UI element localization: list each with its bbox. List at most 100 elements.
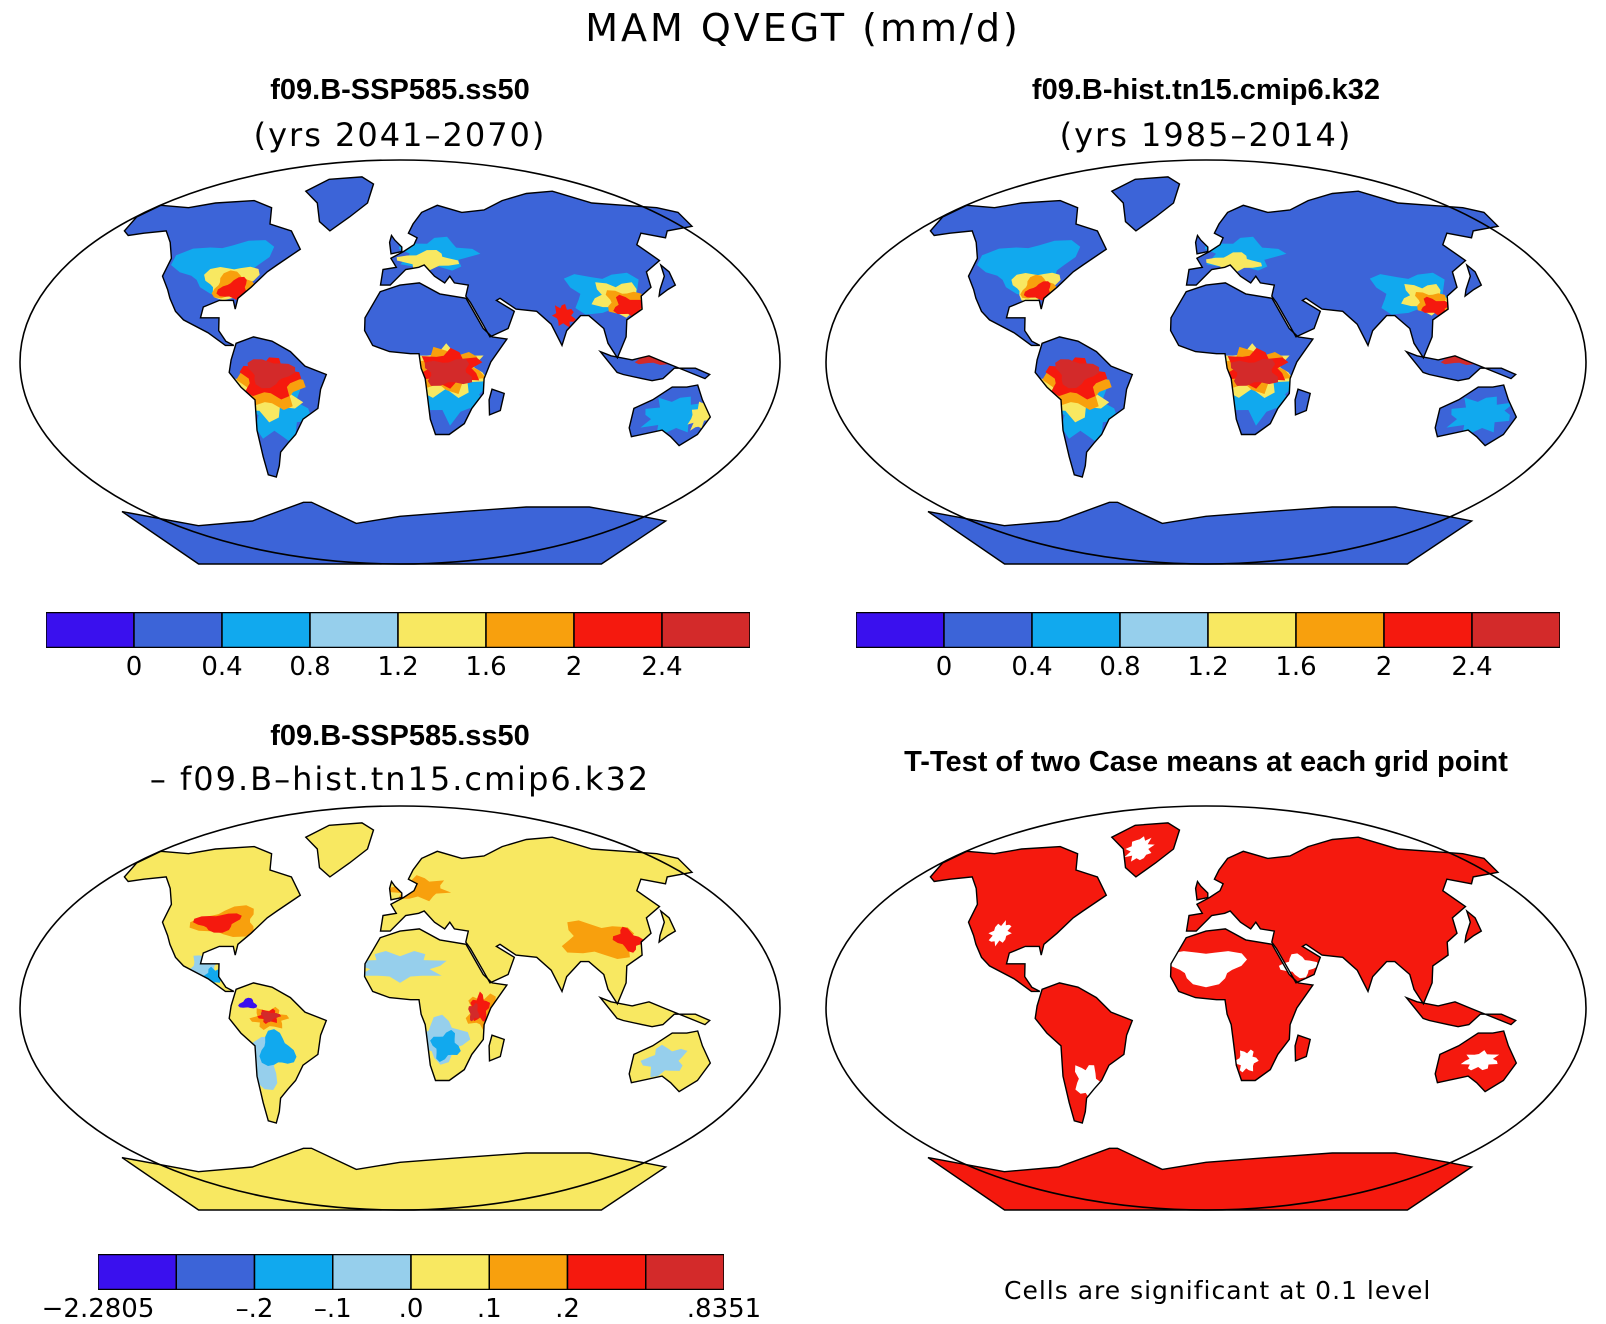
panel-2-colorbar-tick-label: 0.4 [1011,652,1053,682]
panel-4-map-field-region [1278,953,1319,979]
panel-1-subtitle: (yrs 2041–2070) [253,116,547,154]
panel-1-map-coastline [488,388,506,416]
panel-3-colorbar-tick-label: −2.2805 [41,1294,155,1324]
panel-2-colorbar-swatch [1295,612,1385,648]
panel-1-title: f09.B-SSP585.ss50 [270,74,530,106]
panel-4-map-field-region [1234,1049,1259,1073]
panel-3-map-field-region [561,920,635,959]
panel-4-map-coastline [1294,1034,1312,1062]
panel-4-map-coastline [1185,836,1500,1006]
panel-3-map-coastline [658,908,677,944]
panel-3-colorbar-swatch [253,1254,334,1290]
panel-2-colorbar-tick-label: 2.4 [1451,652,1493,682]
panel-1-colorbar-tick-label: 0.8 [289,652,331,682]
panel-3-colorbar-tick-label: –.1 [313,1294,352,1324]
panel-3-map-coastline [488,1034,506,1062]
panel-3-title: f09.B-SSP585.ss50 [270,720,530,752]
panel-2-map-coastline [1404,349,1517,382]
panel-2-colorbar-swatch [1207,612,1297,648]
panel-3-map-field-region [353,951,447,983]
panel-2-map-field-region [1206,252,1262,274]
panel-1-map-field-region [396,250,460,271]
panel-2-subtitle: (yrs 1985–2014) [1059,116,1353,154]
panel-1-map-coastline [123,199,302,347]
panel-1-colorbar-tick-label: 1.2 [377,652,419,682]
panel-1-map-coastline [228,336,328,478]
panel-2-map-field-region [1230,359,1279,386]
panel-3-map-coastline [363,928,509,1082]
panel-3-subtitle: – f09.B–hist.tn15.cmip6.k32 [149,760,651,798]
panel-3-map [19,805,781,1211]
panel-2-colorbar-swatch [943,612,1033,648]
panel-3-map-coastline [123,845,302,993]
panel-1-colorbar-tick-label: 1.6 [465,652,507,682]
panel-3-map-field-region [202,966,222,987]
panel-4-map-field-region [1165,951,1247,988]
panel-2-map-field-region [977,240,1081,295]
panel-2-map-coastline [1194,233,1209,255]
panel-2-map-coastline [1434,384,1518,447]
panel-4-map-border [825,805,1587,1211]
panel-1-colorbar-swatch [221,612,311,648]
panel-3-map-field-region [468,1002,480,1022]
panel-3-map-field-region [612,926,644,953]
panel-2-colorbar-swatch [1383,612,1473,648]
panel-2-title: f09.B-hist.tn15.cmip6.k32 [1031,74,1381,106]
panel-3-colorbar-tick-label: .2 [555,1294,580,1324]
panel-3-map-coastline [228,982,328,1124]
panel-1-map-coastline [379,190,694,360]
panel-1-map-coastline [598,349,711,382]
panel-3-map-field-region [238,997,258,1009]
panel-2-colorbar-tick-label: 0.8 [1099,652,1141,682]
panel-1-colorbar-tick-label: 2 [565,652,583,682]
panel-4-map-coastline [1169,928,1315,1082]
panel-3-map-coastline [121,1147,668,1211]
panel-3-map-field-region [640,1044,688,1078]
panel-1-colorbar-swatch [46,612,135,648]
panel-2-colorbar-tick-label: 1.6 [1275,652,1317,682]
panel-1-map-field-region [171,240,275,295]
panel-4-map-coastline [1034,982,1134,1124]
panel-1-colorbar-tick-label: 0 [125,652,143,682]
panel-3-colorbar: −2.2805 –.2 –.1 .0 .1 .2 .8351 [42,1254,761,1324]
panel-4-map-field-region [1460,1050,1500,1071]
panel-4-title: T-Test of two Case means at each grid po… [904,746,1508,778]
panel-3-map-field-region [260,1011,280,1023]
panel-3-colorbar-swatch [98,1254,177,1290]
panel-2-map-border [825,159,1587,565]
panel-1-map-coastline [304,176,375,232]
panel-3-map-field-region [259,1029,297,1066]
panel-1-colorbar-swatch [573,612,663,648]
panel-4-map-coastline [1404,995,1517,1028]
panel-1-colorbar-swatch [133,612,223,648]
panel-1-map-field-region [640,396,709,434]
panel-1-map-coastline [628,384,712,447]
panel-3-colorbar-swatch [175,1254,256,1290]
panel-4-map-coastline [927,1147,1474,1211]
panel-2-map [825,159,1587,565]
panel-2-map-coastline [929,199,1108,347]
panel-2-colorbar-swatch [1119,612,1209,648]
panel-4-map-coastline [1110,822,1181,878]
panel-2-colorbar-tick-label: 1.2 [1187,652,1229,682]
panel-4-map-field-region [1075,1065,1105,1105]
panel-3-map-coastline [304,822,375,878]
panel-3-colorbar-tick-label: .8351 [686,1294,762,1324]
significance-note: Cells are significant at 0.1 level [1004,1276,1432,1305]
panel-3-colorbar-tick-label: .1 [476,1294,502,1324]
panel-2-map-field-region [1055,359,1100,389]
panel-1-map-coastline [658,262,677,298]
panel-4-map [825,805,1587,1211]
panel-1-map-coastline [363,282,509,436]
panel-1-map [19,159,781,565]
panel-4-map-field-region [1124,836,1155,862]
panel-2-map-field-region [1421,296,1450,317]
panel-2-map-coastline [1110,176,1181,232]
panel-3-map-field-region [193,913,242,933]
panel-3-map-coastline [379,836,694,1006]
panel-2-colorbar-swatch [856,612,945,648]
panel-1-colorbar-swatch [661,612,750,648]
panel-2-colorbar-tick-label: 2 [1375,652,1393,682]
panel-4-map-coastline [1434,1030,1518,1093]
panel-4-map-coastline [1464,908,1483,944]
